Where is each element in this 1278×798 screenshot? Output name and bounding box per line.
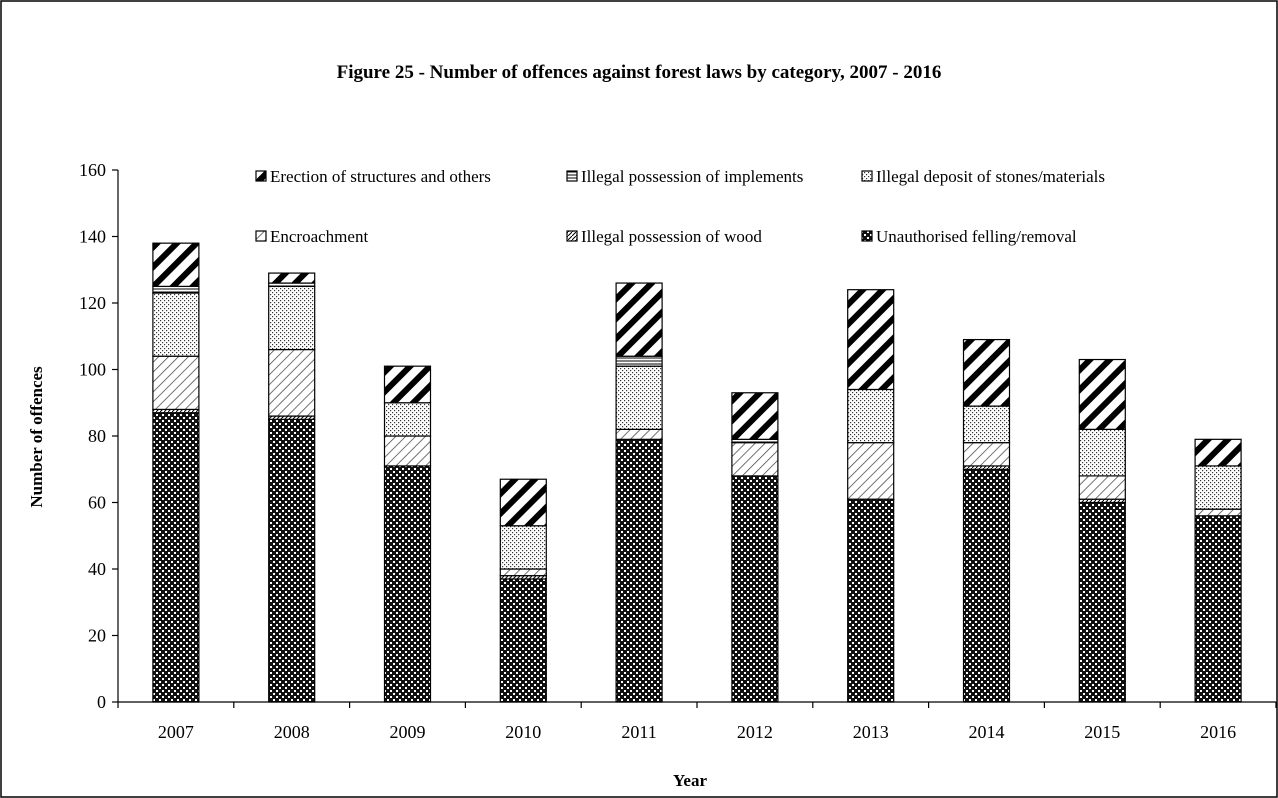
legend-label: Illegal possession of wood [581, 227, 762, 246]
x-axis-label: Year [673, 771, 707, 790]
bar-segment [268, 348, 316, 417]
legend-swatch [861, 170, 873, 182]
bar-segment [1194, 515, 1242, 703]
bar-segment [383, 435, 432, 467]
legend: Erection of structures and others Illegal… [255, 167, 1105, 246]
bar-segment [1194, 508, 1242, 517]
bar-segment [962, 405, 1011, 444]
legend-swatch [861, 230, 873, 242]
y-tick-label: 60 [88, 493, 106, 513]
legend-swatch [255, 230, 267, 242]
y-tick-label: 20 [88, 626, 106, 646]
bar-segment [152, 412, 200, 703]
bar-segment [499, 568, 547, 577]
bar-segment [383, 465, 432, 703]
x-tick-label: 2010 [505, 722, 541, 742]
x-tick-label: 2011 [621, 722, 656, 742]
bar-segment [615, 438, 663, 703]
legend-swatch [566, 230, 578, 242]
legend-swatch [255, 170, 267, 182]
bar-segment [615, 428, 663, 440]
y-tick-label: 160 [79, 160, 106, 180]
bar-segment [268, 272, 316, 284]
bar-segment [731, 442, 779, 477]
x-tick-label: 2012 [737, 722, 773, 742]
x-tick-label: 2014 [969, 722, 1005, 742]
x-tick-label: 2013 [853, 722, 889, 742]
bar-segment [383, 402, 432, 437]
bar-segment [1194, 465, 1242, 510]
y-tick-label: 140 [79, 227, 106, 247]
x-tick-label: 2007 [158, 722, 194, 742]
y-tick-label: 100 [79, 360, 106, 380]
bar-segment [499, 478, 547, 527]
x-tick-label: 2016 [1200, 722, 1236, 742]
bar-segment [1078, 428, 1126, 477]
bar-segment [499, 578, 547, 703]
x-tick-label: 2008 [274, 722, 310, 742]
y-tick-label: 0 [97, 692, 106, 712]
bar-segment [615, 365, 663, 430]
chart-title: Figure 25 - Number of offences against f… [337, 62, 942, 83]
y-axis-label: Number of offences [27, 366, 46, 508]
bar-segment [1194, 438, 1242, 467]
bar-segment [962, 442, 1011, 467]
bar-segment [847, 442, 895, 500]
bar-segment [962, 338, 1011, 407]
bar-segment [499, 525, 547, 570]
bar-segment [383, 365, 432, 404]
legend-label: Unauthorised felling/removal [876, 227, 1077, 246]
bar-segment [731, 475, 779, 703]
legend-label: Illegal possession of implements [581, 167, 803, 186]
x-axis: 2007 2008 2009 2010 2011 2012 2013 2014 2015 2016 [117, 701, 1277, 742]
x-tick-label: 2009 [390, 722, 426, 742]
legend-label: Encroachment [270, 227, 368, 246]
bar-segment [1078, 501, 1126, 703]
bar-segment [152, 355, 200, 411]
bar-segment [615, 282, 663, 357]
bar-segment [268, 285, 316, 351]
bar-segment [615, 355, 663, 367]
bar-segment [152, 242, 200, 287]
y-tick-label: 40 [88, 559, 106, 579]
bar-segment [268, 418, 316, 703]
y-tick-label: 120 [79, 293, 106, 313]
legend-label: Illegal deposit of stones/materials [876, 167, 1105, 186]
bar-segment [847, 289, 895, 391]
legend-swatch [566, 170, 578, 182]
bar-segment [847, 388, 895, 444]
bar-segment [731, 392, 779, 440]
bar-segment [962, 468, 1011, 703]
bar-segment [152, 292, 200, 357]
bar-segment [1078, 358, 1126, 430]
bar-segment [152, 285, 200, 294]
legend-label: Erection of structures and others [270, 167, 491, 186]
bar-segment [847, 498, 895, 703]
bars [152, 242, 1242, 703]
x-tick-label: 2015 [1084, 722, 1120, 742]
bar-segment [1078, 475, 1126, 500]
y-axis: 0 20 40 60 80 100 120 140 160 [79, 160, 119, 712]
y-tick-label: 80 [88, 426, 106, 446]
